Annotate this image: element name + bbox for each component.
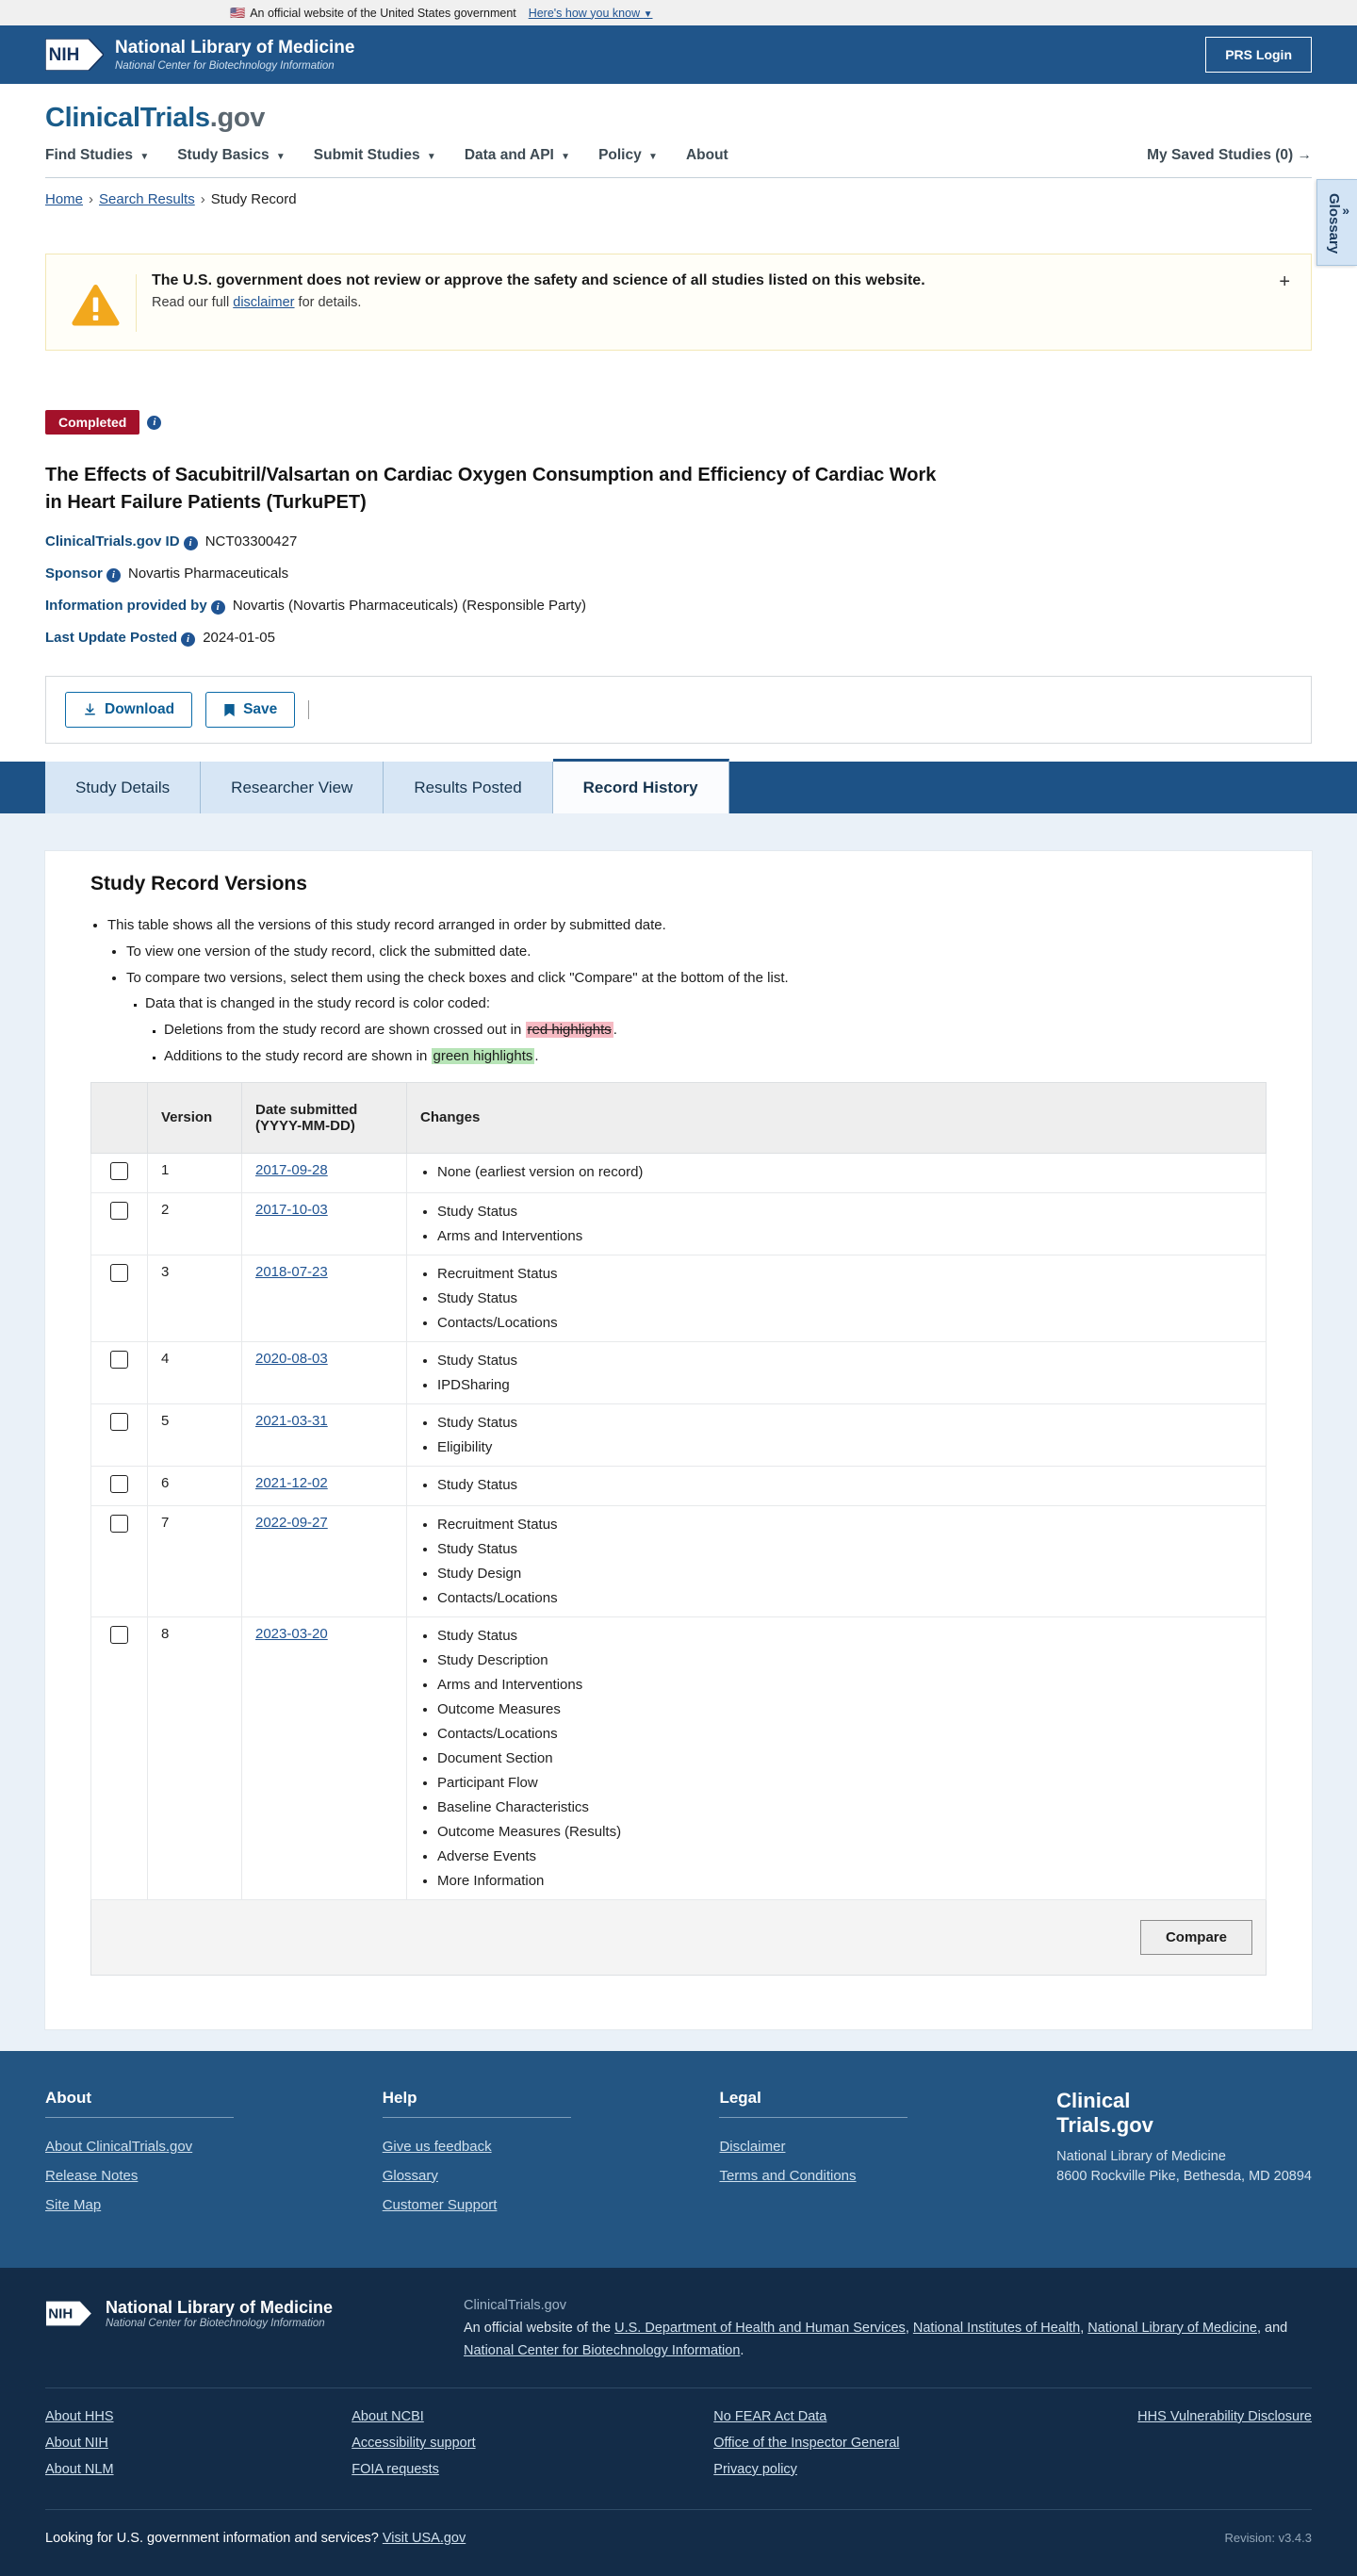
svg-text:NIH: NIH	[49, 45, 80, 65]
svg-text:NIH: NIH	[48, 2305, 73, 2322]
